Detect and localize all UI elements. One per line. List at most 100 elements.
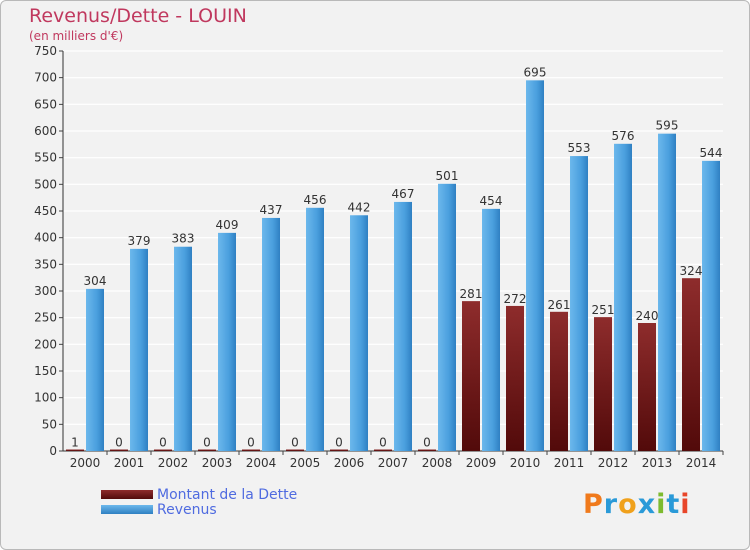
bar-revenue-2009 — [482, 208, 500, 451]
bar-debt-2009 — [462, 301, 480, 451]
legend-item-debt: Montant de la Dette — [101, 486, 298, 503]
x-tick-label-2007: 2007 — [378, 456, 409, 470]
label-debt-2001: 0 — [115, 436, 123, 450]
legend-label-debt: Montant de la Dette — [157, 486, 298, 503]
x-tick-label-2002: 2002 — [158, 456, 189, 470]
logo-letter: i — [656, 489, 667, 520]
y-tick-label: 500 — [34, 177, 57, 191]
legend-swatch-debt — [101, 490, 153, 499]
x-tick-label-2010: 2010 — [510, 456, 541, 470]
x-tick-label-2009: 2009 — [466, 456, 497, 470]
label-revenue-2000: 304 — [84, 274, 107, 288]
x-tick-label-2006: 2006 — [334, 456, 365, 470]
logo-letter: t — [666, 489, 681, 520]
bar-revenue-2008 — [438, 183, 456, 452]
bar-debt-2002 — [154, 449, 172, 451]
bar-debt-2003 — [198, 449, 216, 451]
x-tick-label-2011: 2011 — [554, 456, 585, 470]
logo-letter: i — [680, 489, 691, 520]
bar-debt-2000 — [66, 449, 84, 451]
y-tick-label: 0 — [49, 444, 57, 458]
x-tick-label-2005: 2005 — [290, 456, 321, 470]
label-revenue-2010: 695 — [524, 65, 547, 79]
y-tick-label: 50 — [42, 417, 57, 431]
logo-letter: x — [637, 489, 657, 520]
label-debt-2007: 0 — [379, 436, 387, 450]
bar-debt-2012 — [594, 317, 612, 451]
label-debt-2004: 0 — [247, 436, 255, 450]
label-revenue-2008: 501 — [436, 169, 459, 183]
label-debt-2013: 240 — [636, 309, 659, 323]
y-tick-label: 550 — [34, 151, 57, 165]
bar-debt-2006 — [330, 449, 348, 451]
label-debt-2009: 281 — [460, 287, 483, 301]
label-revenue-2006: 442 — [348, 200, 371, 214]
bar-revenue-2003 — [218, 232, 236, 451]
label-revenue-2012: 576 — [612, 129, 635, 143]
x-tick-label-2014: 2014 — [686, 456, 717, 470]
bar-revenue-2002 — [174, 246, 192, 451]
bar-debt-2008 — [418, 449, 436, 451]
proxiti-logo: Proxiti — [583, 489, 691, 520]
bar-debt-2010 — [506, 305, 524, 451]
label-revenue-2002: 383 — [172, 232, 195, 246]
y-tick-label: 250 — [34, 311, 57, 325]
y-tick-label: 450 — [34, 204, 57, 218]
bar-debt-2014 — [682, 278, 700, 451]
bar-revenue-2013 — [658, 133, 676, 451]
label-revenue-2013: 595 — [656, 119, 679, 133]
y-tick-label: 700 — [34, 71, 57, 85]
y-tick-label: 400 — [34, 231, 57, 245]
logo-letter: o — [618, 489, 638, 520]
bar-debt-2005 — [286, 449, 304, 451]
bar-revenue-2007 — [394, 201, 412, 451]
x-tick-label-2004: 2004 — [246, 456, 277, 470]
y-tick-label: 650 — [34, 97, 57, 111]
chart-legend: Montant de la Dette Revenus — [101, 486, 298, 518]
y-tick-label: 600 — [34, 124, 57, 138]
y-tick-label: 300 — [34, 284, 57, 298]
bar-debt-2013 — [638, 323, 656, 451]
label-debt-2011: 261 — [548, 298, 571, 312]
y-tick-label: 150 — [34, 364, 57, 378]
bar-debt-2011 — [550, 311, 568, 451]
label-debt-2002: 0 — [159, 436, 167, 450]
bar-revenue-2004 — [262, 217, 280, 451]
label-debt-2003: 0 — [203, 436, 211, 450]
label-debt-2000: 1 — [71, 436, 79, 450]
chart-subtitle: (en milliers d'€) — [29, 29, 124, 43]
y-tick-label: 100 — [34, 391, 57, 405]
label-debt-2014: 324 — [680, 264, 703, 278]
bar-revenue-2012 — [614, 143, 632, 452]
y-tick-label: 200 — [34, 337, 57, 351]
plot-area — [63, 51, 723, 451]
bar-revenue-2011 — [570, 156, 588, 452]
label-revenue-2011: 553 — [568, 141, 591, 155]
bar-revenue-2014 — [702, 160, 720, 451]
bar-revenue-2005 — [306, 207, 324, 451]
bar-revenue-2001 — [130, 248, 148, 451]
legend-item-revenue: Revenus — [101, 502, 297, 518]
label-debt-2005: 0 — [291, 436, 299, 450]
y-tick-label: 350 — [34, 257, 57, 271]
label-revenue-2001: 379 — [128, 234, 151, 248]
x-tick-label-2008: 2008 — [422, 456, 453, 470]
label-debt-2012: 251 — [592, 303, 615, 317]
bar-revenue-2006 — [350, 215, 368, 451]
bar-revenue-2000 — [86, 288, 104, 451]
x-tick-label-2001: 2001 — [114, 456, 145, 470]
logo-letter: P — [583, 489, 604, 520]
logo-letter: r — [603, 489, 619, 520]
bar-revenue-2010 — [526, 80, 544, 451]
bar-debt-2004 — [242, 449, 260, 451]
legend-swatch-revenue — [101, 505, 153, 514]
bar-debt-2007 — [374, 449, 392, 451]
label-revenue-2005: 456 — [304, 193, 327, 207]
bar-debt-2001 — [110, 449, 128, 451]
label-debt-2008: 0 — [423, 436, 431, 450]
label-debt-2006: 0 — [335, 436, 343, 450]
x-tick-label-2003: 2003 — [202, 456, 233, 470]
x-tick-label-2000: 2000 — [70, 456, 101, 470]
